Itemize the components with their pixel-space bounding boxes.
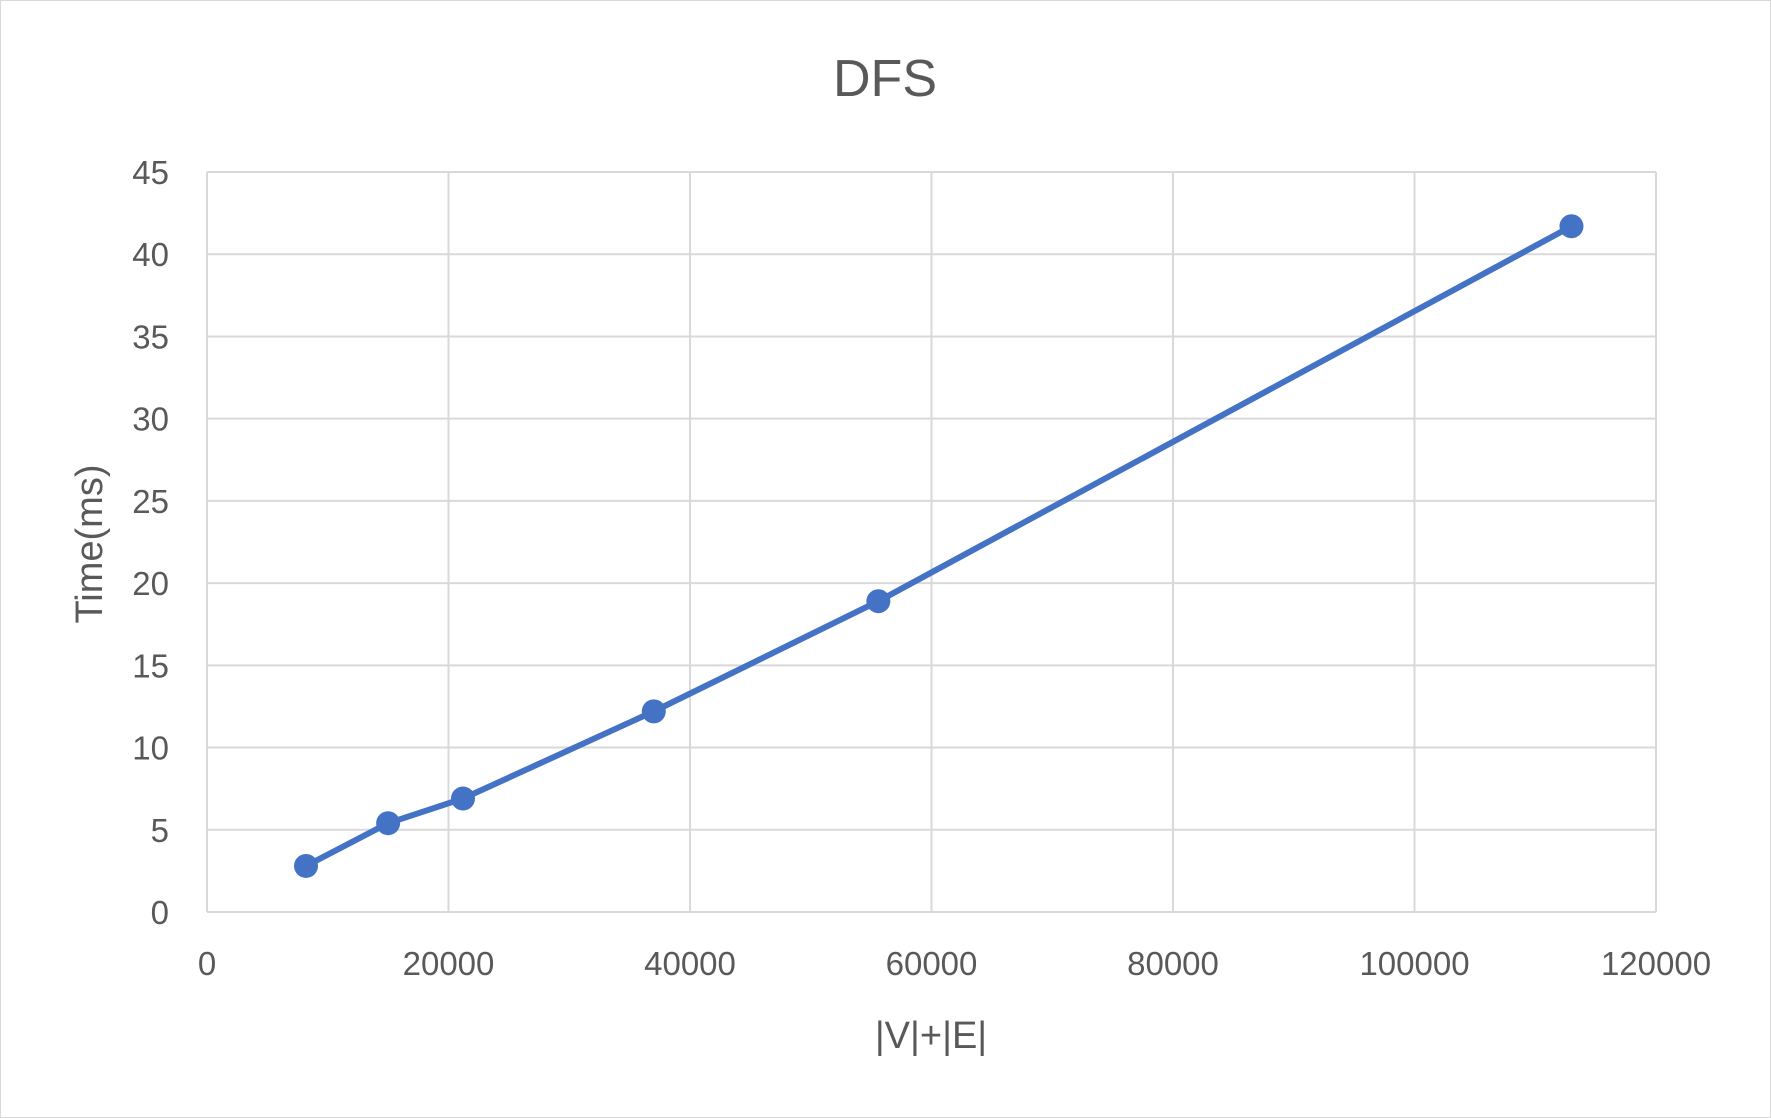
y-axis-title: Time(ms) <box>69 465 111 624</box>
x-tick-label: 20000 <box>403 945 495 982</box>
tick-labels: 0 5 10 15 20 25 30 35 40 45 0 20000 40000 60000 80000 1… <box>132 154 1711 982</box>
series-line <box>303 223 1575 869</box>
gridlines <box>206 171 1657 913</box>
data-point <box>866 589 891 614</box>
x-tick-label: 100000 <box>1359 945 1469 982</box>
data-point <box>294 853 319 878</box>
x-tick-label: 0 <box>198 945 216 982</box>
y-tick-label: 45 <box>132 154 169 191</box>
data-point <box>641 699 666 724</box>
data-point <box>1559 214 1584 239</box>
x-tick-label: 40000 <box>644 945 736 982</box>
chart-title: DFS <box>833 50 937 108</box>
y-tick-label: 10 <box>132 730 169 767</box>
y-tick-label: 15 <box>132 647 169 684</box>
data-point <box>450 786 475 811</box>
x-tick-label: 120000 <box>1601 945 1711 982</box>
x-tick-label: 60000 <box>886 945 978 982</box>
series-layer <box>294 214 1584 878</box>
x-tick-label: 80000 <box>1127 945 1219 982</box>
y-tick-label: 40 <box>132 236 169 273</box>
y-tick-label: 20 <box>132 565 169 602</box>
y-tick-label: 35 <box>132 318 169 355</box>
x-axis-title: |V|+|E| <box>875 1015 987 1057</box>
y-tick-label: 0 <box>151 894 169 931</box>
data-point <box>376 811 401 836</box>
y-tick-label: 30 <box>132 401 169 438</box>
y-tick-label: 5 <box>151 812 169 849</box>
y-tick-label: 25 <box>132 483 169 520</box>
